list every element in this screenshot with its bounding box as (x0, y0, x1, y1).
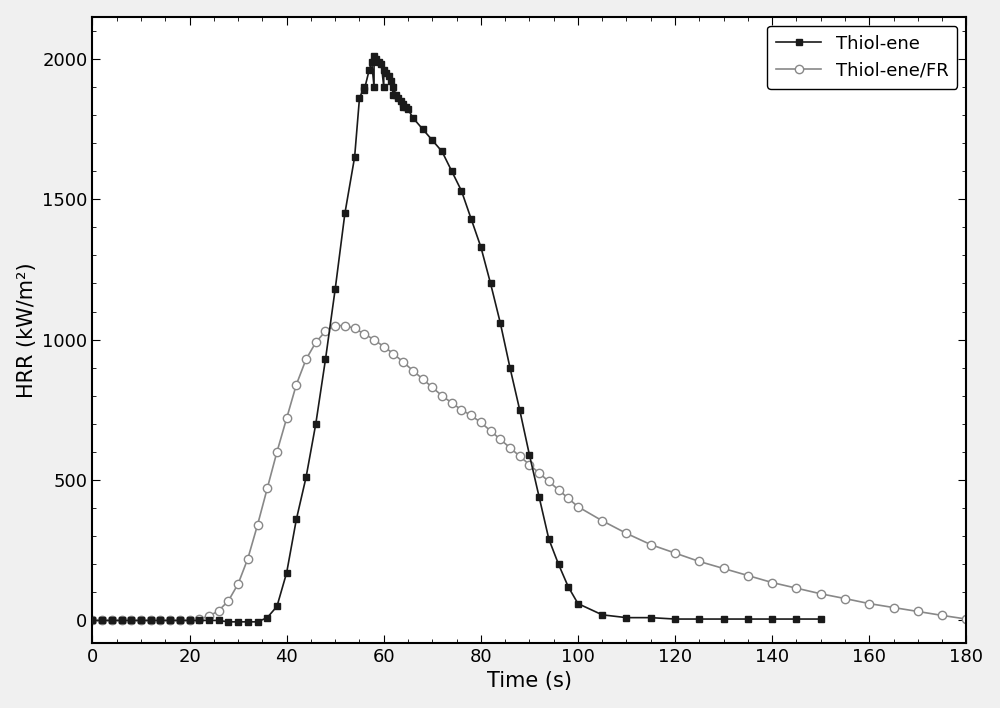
Thiol-ene/FR (596, 517, 608, 525)
Thiol-ene (446, 167, 458, 176)
Thiol-ene (86, 616, 98, 624)
Thiol-ene (417, 125, 429, 133)
Legend: Thiol-ene, Thiol-ene/FR: Thiol-ene, Thiol-ene/FR (767, 25, 957, 88)
Thiol-ene (397, 102, 409, 110)
Y-axis label: HRR (kW/m²): HRR (kW/m²) (17, 262, 37, 398)
Thiol-ene (815, 615, 827, 623)
Thiol-ene/FR (358, 330, 370, 338)
Thiol-ene (222, 617, 234, 626)
Thiol-ene/FR (184, 616, 196, 624)
Thiol-ene (645, 613, 657, 622)
Thiol-ene (368, 52, 380, 60)
Thiol-ene/FR (164, 616, 176, 624)
Thiol-ene/FR (863, 600, 875, 608)
Line: Thiol-ene/FR: Thiol-ene/FR (88, 321, 970, 624)
Thiol-ene/FR (329, 321, 341, 330)
Thiol-ene (375, 60, 387, 69)
Thiol-ene/FR (960, 615, 972, 623)
Line: Thiol-ene: Thiol-ene (89, 52, 824, 625)
X-axis label: Time (s): Time (s) (487, 671, 572, 691)
Thiol-ene/FR (86, 616, 98, 624)
Thiol-ene/FR (387, 350, 399, 358)
Thiol-ene (400, 102, 412, 110)
